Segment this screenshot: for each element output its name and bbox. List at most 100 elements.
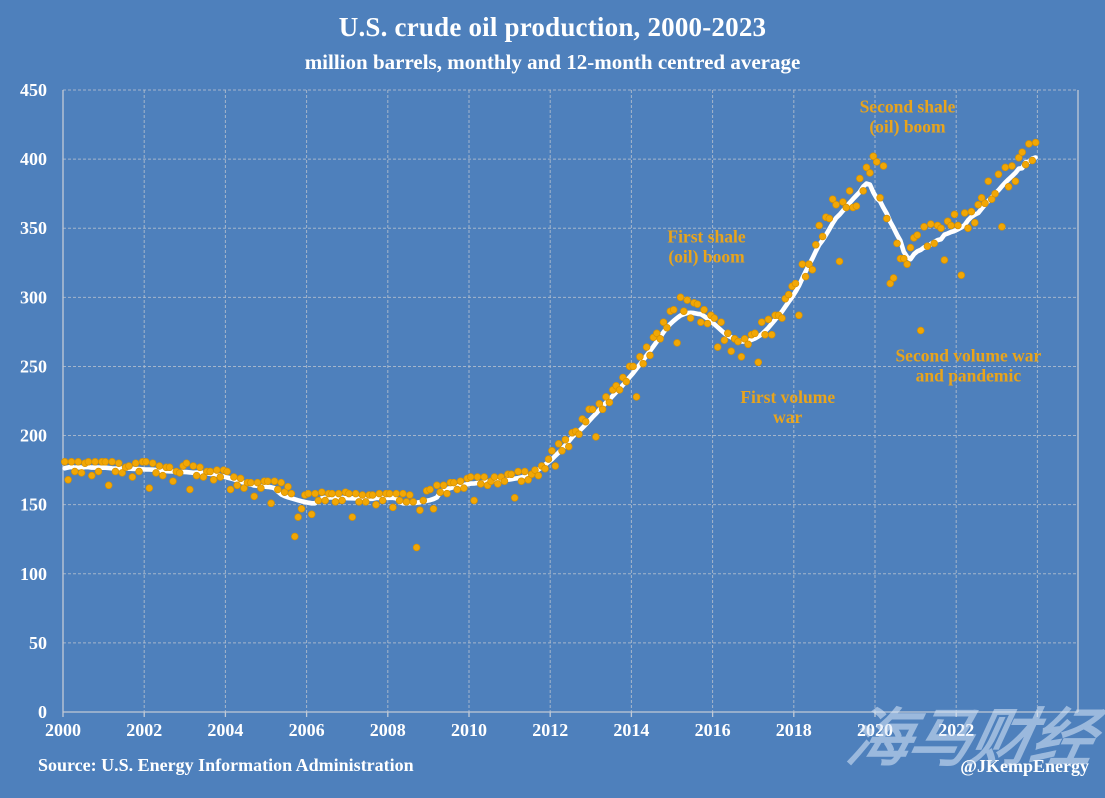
data-point — [656, 335, 664, 343]
data-point — [443, 489, 451, 498]
data-point — [470, 496, 478, 505]
data-point — [784, 290, 793, 299]
data-point — [558, 447, 566, 455]
data-point — [240, 484, 248, 492]
data-point — [713, 343, 722, 351]
data-point — [433, 481, 441, 490]
data-point — [450, 478, 458, 487]
data-point — [267, 499, 275, 508]
data-point — [1004, 183, 1013, 191]
data-point — [856, 174, 864, 183]
chart-title: U.S. crude oil production, 2000-2023 — [338, 12, 767, 42]
x-tick-label: 2004 — [207, 720, 243, 740]
data-point — [416, 506, 424, 514]
data-point — [426, 485, 434, 494]
data-point — [693, 300, 702, 308]
data-point — [466, 473, 475, 481]
x-tick-label: 2008 — [370, 720, 406, 740]
data-point — [372, 500, 380, 509]
chart-subtitle: million barrels, monthly and 12-month ce… — [304, 50, 801, 74]
data-point — [236, 474, 245, 483]
data-point — [998, 223, 1006, 231]
data-point — [812, 241, 820, 249]
data-point — [263, 477, 272, 485]
data-point — [632, 393, 641, 401]
data-point — [669, 306, 678, 314]
data-point — [395, 496, 404, 505]
data-point — [900, 254, 908, 263]
data-point — [297, 505, 306, 513]
data-point — [717, 318, 725, 326]
data-point — [209, 476, 218, 484]
data-point — [561, 435, 570, 444]
data-point — [554, 440, 563, 448]
data-point — [676, 293, 685, 302]
data-point — [71, 467, 79, 476]
data-point — [835, 257, 844, 266]
data-point — [734, 337, 742, 346]
annotation-second-volume-war: and pandemic — [916, 365, 1022, 385]
y-tick-label: 200 — [20, 426, 47, 446]
data-point — [456, 477, 465, 485]
data-point — [355, 498, 363, 506]
data-point — [206, 467, 214, 476]
x-tick-label: 2010 — [451, 720, 487, 740]
data-point — [751, 329, 759, 338]
data-point — [866, 169, 874, 177]
data-point — [142, 458, 150, 466]
data-point — [480, 473, 488, 481]
data-point — [879, 162, 888, 170]
data-point — [1021, 160, 1030, 169]
data-point — [60, 458, 69, 466]
data-point — [852, 202, 861, 210]
data-point — [893, 239, 901, 248]
annotation-first-shale-boom: First shale — [667, 227, 745, 247]
data-point — [832, 200, 840, 209]
data-point — [101, 458, 110, 466]
data-point — [318, 488, 326, 496]
data-point — [778, 314, 786, 322]
data-point — [950, 210, 959, 219]
data-point — [77, 469, 86, 477]
data-point — [67, 458, 76, 466]
data-point — [636, 353, 644, 361]
data-point — [490, 473, 499, 481]
data-point — [954, 221, 962, 230]
data-point — [981, 199, 989, 208]
x-tick-label: 2014 — [613, 720, 649, 740]
data-point — [402, 498, 411, 506]
data-point — [642, 343, 651, 351]
data-point — [74, 458, 82, 466]
data-point — [314, 496, 323, 505]
data-point — [169, 477, 177, 485]
data-point — [534, 471, 543, 480]
data-point — [1025, 140, 1033, 148]
data-point — [964, 224, 972, 232]
data-point — [392, 489, 401, 498]
y-tick-label: 50 — [29, 633, 47, 653]
data-point — [186, 485, 194, 494]
data-point — [903, 260, 911, 268]
data-point — [595, 400, 604, 408]
data-point — [927, 220, 935, 228]
data-point — [287, 489, 296, 498]
y-tick-label: 100 — [20, 564, 47, 584]
data-point — [588, 405, 597, 414]
data-point — [971, 218, 979, 227]
data-point — [960, 209, 969, 217]
data-point — [338, 496, 346, 505]
source-text: Source: U.S. Energy Information Administ… — [38, 755, 414, 775]
data-point — [500, 477, 509, 485]
data-point — [659, 318, 668, 326]
data-point — [720, 336, 729, 344]
data-point — [872, 158, 881, 166]
data-point — [284, 482, 292, 491]
data-point — [697, 318, 705, 326]
data-point — [524, 476, 532, 484]
data-point — [906, 243, 915, 252]
data-point — [967, 207, 976, 216]
data-point — [111, 467, 120, 476]
data-point — [460, 484, 468, 492]
